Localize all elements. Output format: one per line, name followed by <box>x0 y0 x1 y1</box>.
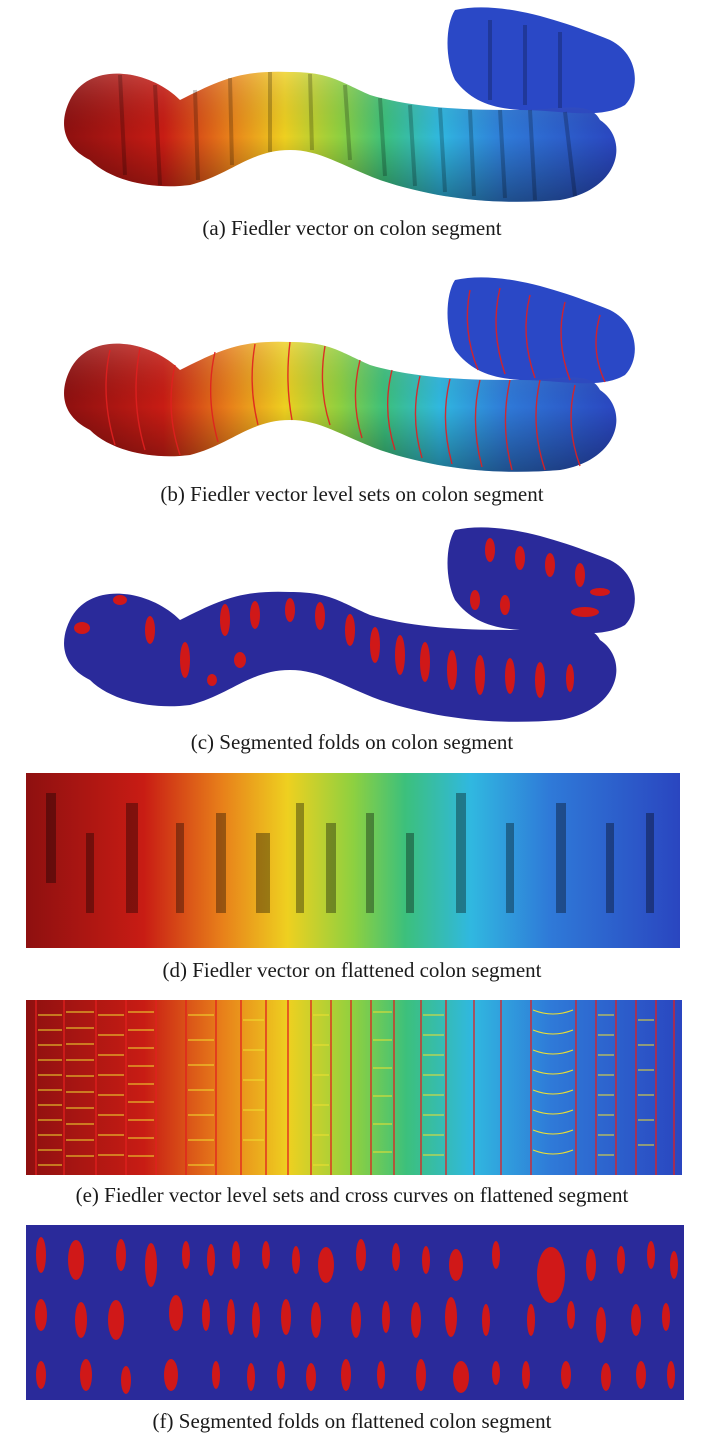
flattened-fiedler-image <box>26 773 680 948</box>
panel-e-flattened-level-sets: (e) Fiedler vector level sets and cross … <box>26 1000 682 1207</box>
colon-3d-segmented-folds-image <box>64 527 635 722</box>
flattened-level-sets-image <box>26 1000 682 1175</box>
caption-e: (e) Fiedler vector level sets and cross … <box>75 1183 629 1207</box>
flattened-folds-image <box>26 1225 684 1400</box>
caption-f: (f) Segmented folds on flattened colon s… <box>152 1409 552 1433</box>
panel-f-flattened-folds: (f) Segmented folds on flattened colon s… <box>26 1225 684 1433</box>
caption-d: (d) Fiedler vector on flattened colon se… <box>162 958 542 982</box>
panel-b-level-sets: (b) Fiedler vector level sets on colon s… <box>0 270 704 506</box>
panel-a-colon-fiedler: (a) Fiedler vector on colon segment <box>0 0 704 240</box>
caption-a: (a) Fiedler vector on colon segment <box>202 216 502 240</box>
colon-3d-fiedler-image <box>64 7 635 202</box>
panel-c-segmented-folds: (c) Segmented folds on colon segment <box>0 520 704 754</box>
panel-d-flattened-fiedler: (d) Fiedler vector on flattened colon se… <box>26 773 680 982</box>
colon-3d-level-sets-image <box>64 277 635 472</box>
caption-c: (c) Segmented folds on colon segment <box>190 730 514 754</box>
caption-b: (b) Fiedler vector level sets on colon s… <box>160 482 544 506</box>
